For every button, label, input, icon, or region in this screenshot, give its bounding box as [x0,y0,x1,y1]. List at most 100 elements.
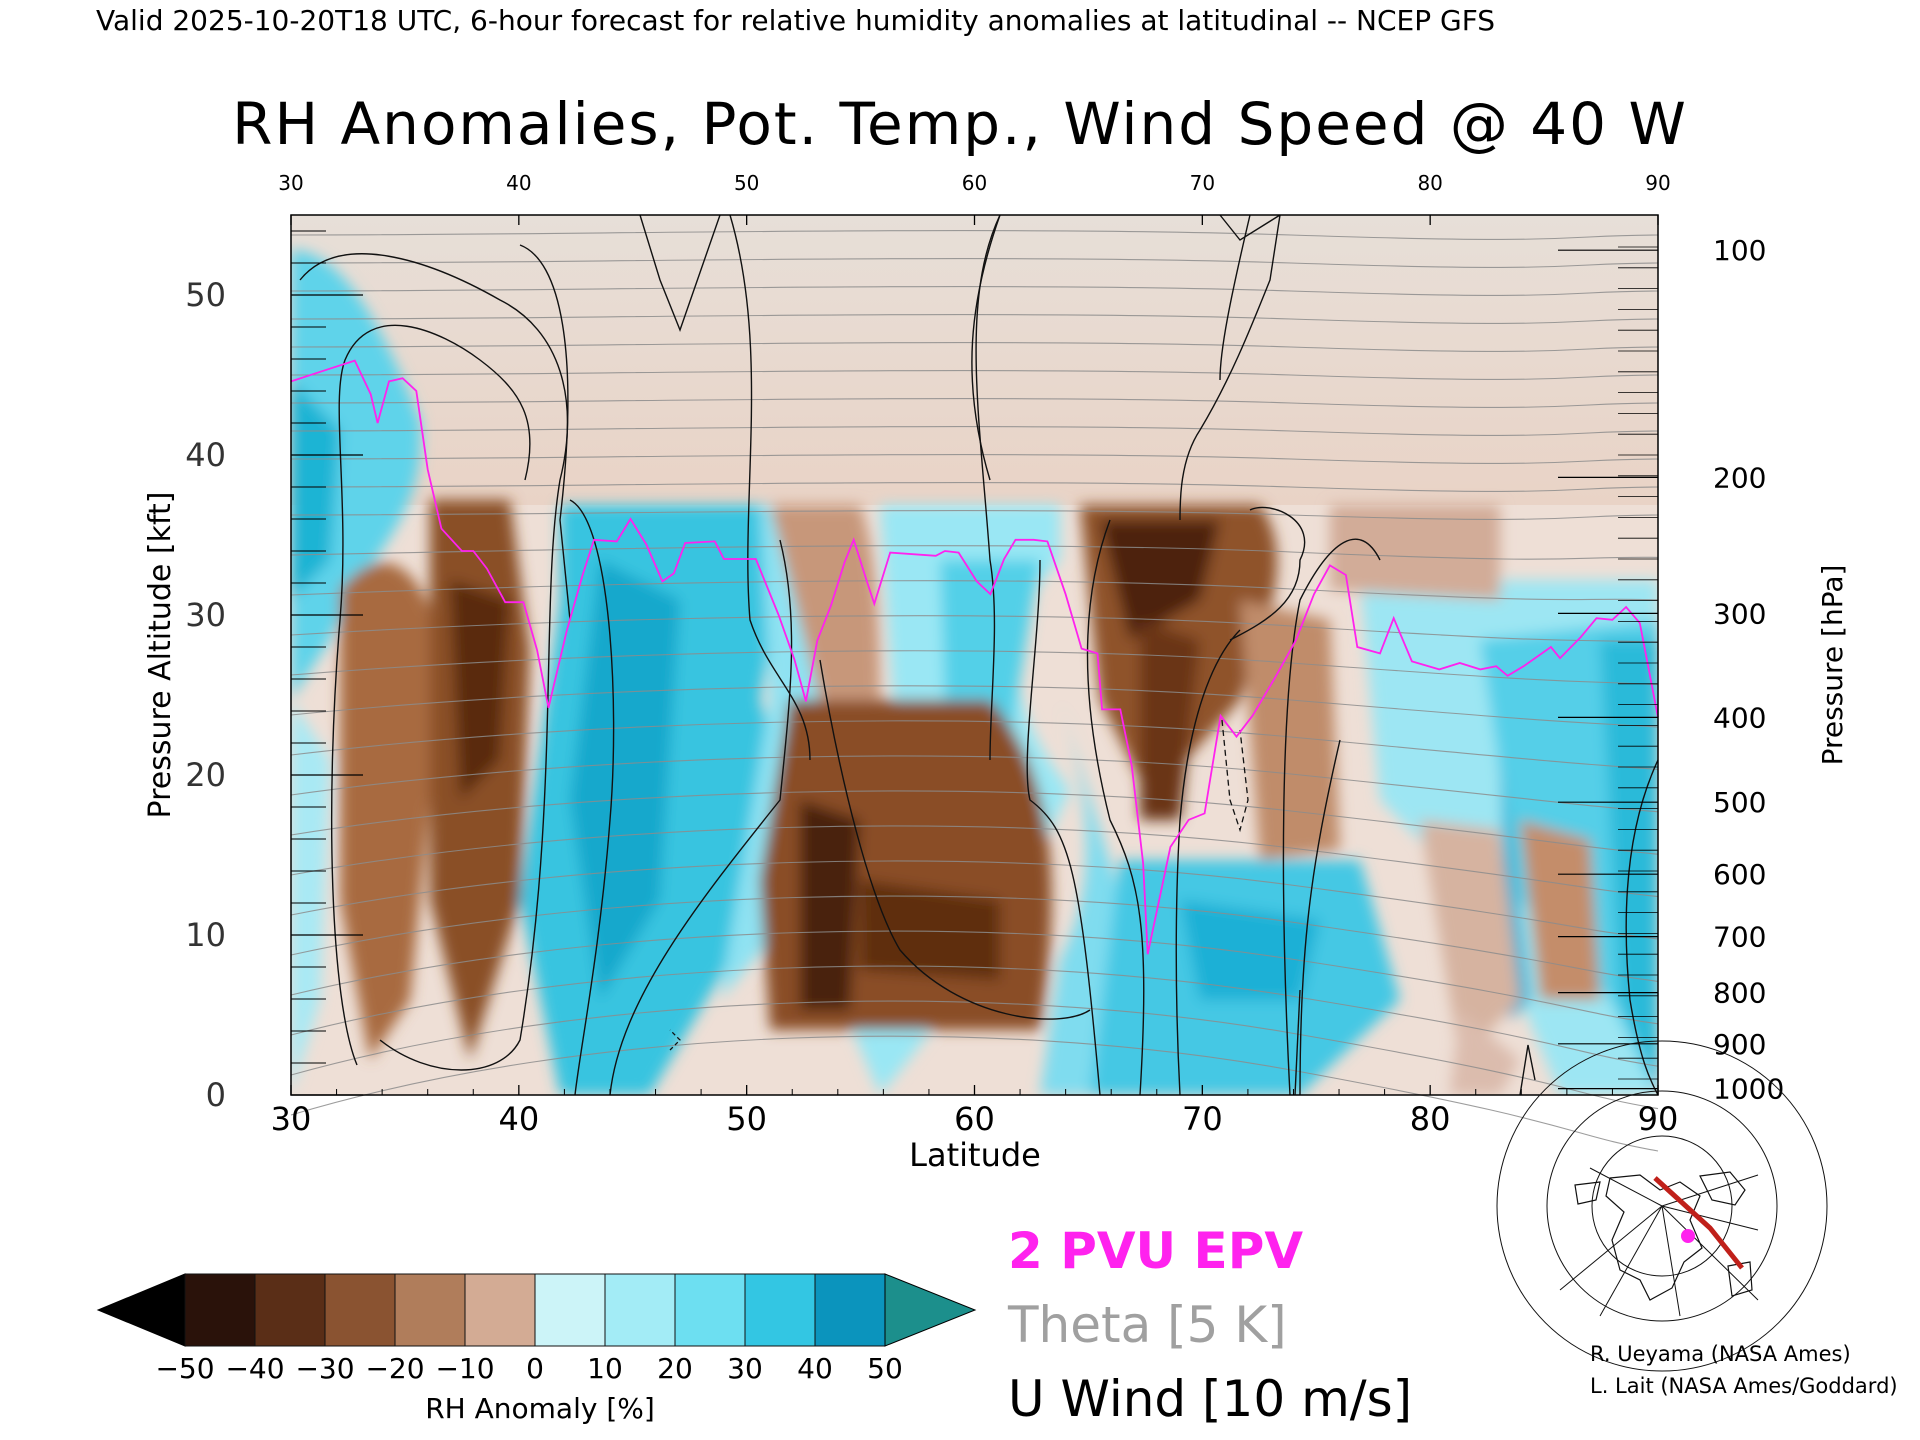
u-wind-contour-negative [1221,719,1249,833]
colorbar-box [744,1273,816,1347]
pressure-tick-label: 300 [1713,597,1766,630]
credit-line-1: R. Ueyama (NASA Ames) [1590,1342,1851,1366]
theta-contour [290,398,1659,408]
y-axis-altitude-ticks: 0 10 20 30 40 50 [185,230,363,1114]
theta-contour [290,342,1659,352]
theta-contour [290,1000,1659,1110]
u-wind-contour [819,659,1091,1020]
u-wind-contour [609,539,793,1096]
colorbar-high-arrow [884,1273,977,1347]
pressure-tick-label: 400 [1713,701,1766,734]
theta-contour [290,930,1659,1025]
x-top-tick-label: 90 [1645,171,1670,195]
x-tick-label: 90 [1638,1100,1679,1138]
u-wind-contour [1294,989,1301,1096]
x-top-tick-label: 80 [1417,171,1442,195]
theta-contour [290,370,1659,380]
u-wind-contour [330,324,531,1066]
x-top-tick-label: 40 [506,171,531,195]
colorbar-tick-label: −40 [225,1352,285,1385]
y2-axis-label: Pressure [hPa] [1816,565,1849,766]
colorbar-tick-label: 10 [587,1352,623,1385]
theta-contour [290,510,1659,520]
y-tick-label: 0 [206,1076,226,1114]
colorbar-box [464,1273,536,1347]
colorbar-box [324,1273,396,1347]
pressure-tick-label: 100 [1713,234,1766,267]
theta-contour [290,755,1659,813]
pressure-tick-label: 500 [1713,786,1766,819]
pressure-tick-label: 900 [1713,1028,1766,1061]
x-top-tick-label: 70 [1190,171,1215,195]
pressure-tick-label: 200 [1713,461,1766,494]
chart-title: RH Anomalies, Pot. Temp., Wind Speed @ 4… [232,90,1688,158]
theta-contour [290,650,1659,686]
colorbar-tick-label: 50 [867,1352,903,1385]
theta-contour [290,895,1659,982]
pressure-tick-label: 800 [1713,977,1766,1010]
pressure-tick-label: 600 [1713,858,1766,891]
x-tick-label: 70 [1182,1100,1223,1138]
colorbar-tick-label: −30 [295,1352,355,1385]
u-wind-contour [1229,506,1306,641]
y-tick-label: 50 [185,276,226,314]
y-axis-label: Pressure Altitude [kft] [143,492,178,819]
u-wind-contour [639,214,721,332]
u-wind-contour [1219,214,1281,241]
u-wind-contour [1175,629,1241,1096]
legend-theta: Theta [5 K] [1008,1296,1287,1354]
theta-contour [290,545,1659,560]
theta-contour [290,965,1659,1067]
u-wind-contour-negative [669,1029,681,1051]
u-wind-contour [1219,214,1251,381]
y-tick-label: 30 [185,596,226,634]
u-wind-contour [1179,214,1281,521]
colorbar-box [184,1273,256,1347]
u-wind-contour [1299,739,1341,1096]
x-axis-top-ticks: 30 40 50 60 70 80 90 [278,171,1671,225]
x-top-tick-label: 30 [278,171,303,195]
colorbar-tick-label: 30 [727,1352,763,1385]
colorbar-box [814,1273,886,1347]
y-tick-label: 40 [185,436,226,474]
pvu-2-polyline [290,359,1659,955]
colorbar-tick-label: −50 [155,1352,215,1385]
pressure-tick-label: 700 [1713,921,1766,954]
rh-anomaly-field [291,215,1658,1095]
y-tick-label: 20 [185,756,226,794]
theta-contour [290,230,1659,240]
legend-pvu: 2 PVU EPV [1008,1222,1304,1280]
x-tick-label: 30 [271,1100,312,1138]
colorbar-low-arrow [96,1273,186,1347]
x-tick-label: 80 [1410,1100,1451,1138]
colorbar-box [534,1273,606,1347]
theta-contour [290,825,1659,898]
colorbar-tick-label: 20 [657,1352,693,1385]
colorbar-tick-label: −10 [435,1352,495,1385]
colorbar [96,1273,977,1347]
pvu-2-line [290,359,1659,955]
theta-contour [290,258,1659,268]
colorbar-box [254,1273,326,1347]
colorbar-tick-label: 0 [526,1352,544,1385]
theta-contour [290,482,1659,492]
u-wind-contour [729,214,811,761]
x-tick-label: 40 [498,1100,539,1138]
y-tick-label: 10 [185,916,226,954]
pressure-tick-label: 1000 [1713,1073,1784,1106]
x-top-tick-label: 60 [962,171,987,195]
x-axis-ticks: 30 40 50 60 70 80 90 [271,1085,1679,1138]
u-wind-contour [1086,519,1145,1096]
colorbar-box [674,1273,746,1347]
u-wind-contour [1026,559,1101,1096]
theta-contour [290,790,1659,855]
x-tick-label: 50 [726,1100,767,1138]
theta-contours [290,230,1659,1152]
x-tick-label: 60 [954,1100,995,1138]
u-wind-contour [569,499,615,1096]
theta-contour [290,1035,1659,1152]
theta-contour [290,426,1659,436]
theta-contour [290,580,1659,601]
x-axis-label: Latitude [909,1136,1041,1174]
